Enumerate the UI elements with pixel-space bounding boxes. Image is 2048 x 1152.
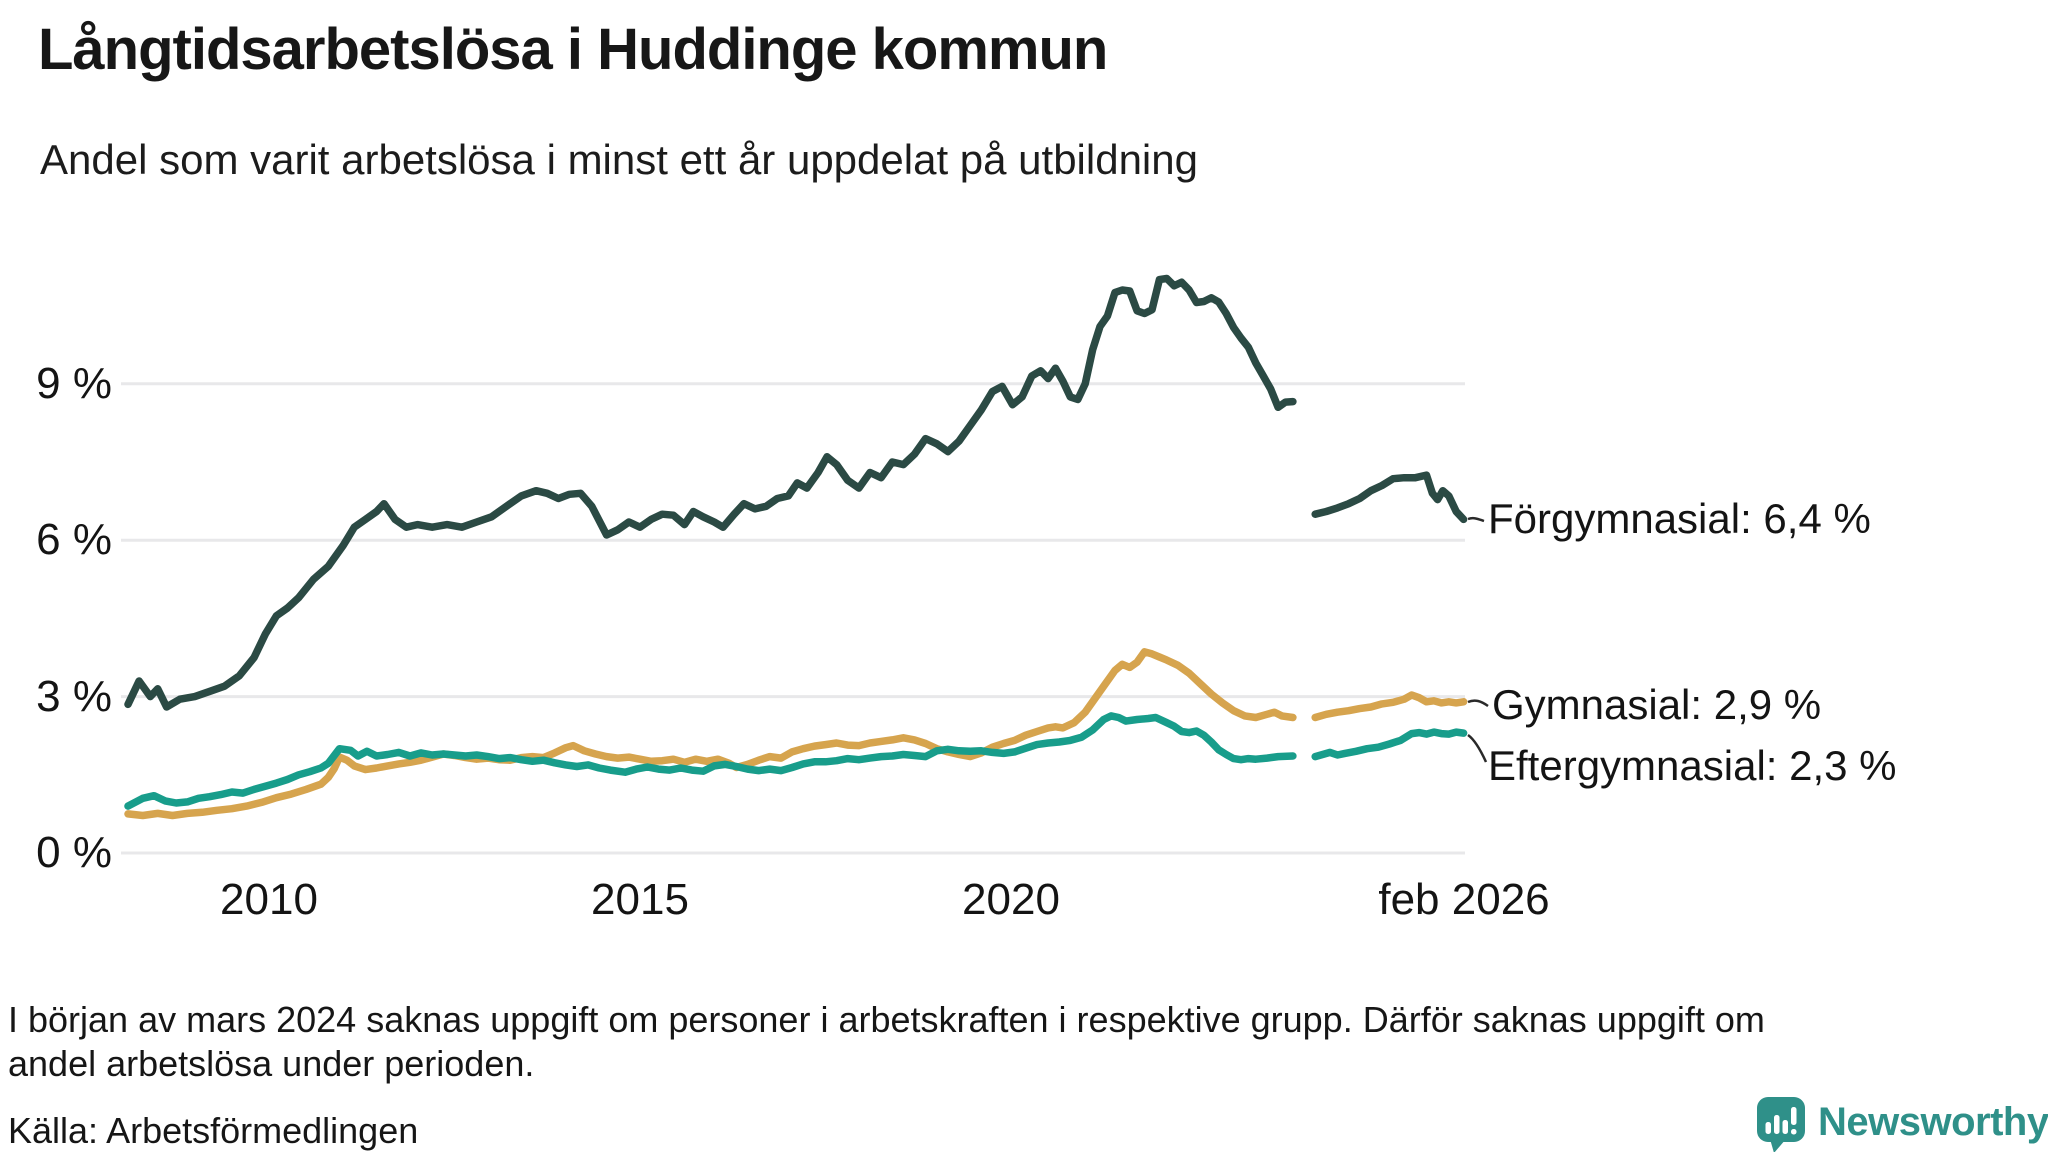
series-end-label-gymnasial: Gymnasial: 2,9 % bbox=[1492, 681, 1822, 728]
x-tick-2020: 2020 bbox=[962, 875, 1060, 924]
series-line-gymnasial bbox=[1311, 691, 1468, 722]
series-line-eftergymnasial bbox=[1311, 728, 1468, 761]
series-line-forgymnasial bbox=[124, 274, 1297, 711]
x-tick-feb-2026: feb 2026 bbox=[1378, 875, 1550, 924]
connector-gymnasial bbox=[1467, 699, 1489, 708]
footnote-line-2: andel arbetslösa under perioden. bbox=[8, 1043, 535, 1084]
series-line-eftergymnasial bbox=[124, 712, 1297, 810]
y-tick-0: 0 % bbox=[36, 828, 112, 877]
series-end-label-eftergymnasial: Eftergymnasial: 2,3 % bbox=[1488, 742, 1897, 789]
page-title: Långtidsarbetslösa i Huddinge kommun bbox=[38, 17, 1108, 82]
newsworthy-logo-text: Newsworthy bbox=[1818, 1100, 2048, 1144]
y-tick-9: 9 % bbox=[36, 359, 112, 408]
y-tick-6: 6 % bbox=[36, 515, 112, 564]
x-tick-2015: 2015 bbox=[591, 875, 689, 924]
page-subtitle: Andel som varit arbetslösa i minst ett å… bbox=[40, 136, 1198, 183]
footnote-line-1: I början av mars 2024 saknas uppgift om … bbox=[8, 999, 1765, 1040]
y-tick-3: 3 % bbox=[36, 672, 112, 721]
newsworthy-logo-icon bbox=[1757, 1097, 1805, 1152]
series-line-forgymnasial bbox=[1311, 471, 1468, 524]
source-label: Källa: Arbetsförmedlingen bbox=[8, 1110, 419, 1151]
x-tick-2010: 2010 bbox=[220, 875, 318, 924]
connector-eftergymnasial bbox=[1467, 733, 1488, 763]
series-end-label-forgymnasial: Förgymnasial: 6,4 % bbox=[1488, 495, 1871, 542]
series-line-gymnasial bbox=[124, 648, 1297, 820]
connector-forgymnasial bbox=[1467, 516, 1485, 523]
